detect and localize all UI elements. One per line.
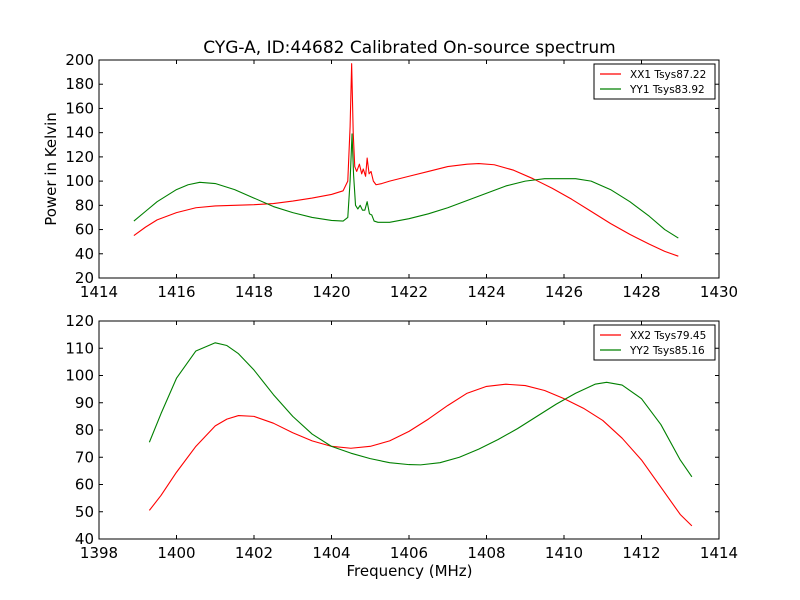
y-tick-label: 90 — [75, 394, 94, 412]
top-plot: 1414 1416 1418 1420 1422 1424 1426 1428 1430 20 40… — [65, 51, 738, 301]
x-tick-label: 1428 — [622, 283, 660, 301]
x-tick-label: 1398 — [80, 544, 118, 562]
x-tick-label: 1414 — [700, 544, 738, 562]
x-tick-label: 1412 — [622, 544, 660, 562]
y-tick-label: 140 — [65, 124, 94, 142]
y-axis-label: Power in Kelvin — [42, 112, 60, 226]
series-line-1 — [133, 63, 679, 257]
y-tick-label: 70 — [75, 448, 94, 466]
x-tick-label: 1426 — [545, 283, 583, 301]
x-tick-label: 1404 — [312, 544, 350, 562]
y-tick-label: 20 — [75, 269, 94, 287]
x-tick-label: 1420 — [312, 283, 350, 301]
y-tick-label: 100 — [65, 367, 94, 385]
x-tick-label: 1408 — [467, 544, 505, 562]
x-tick-label: 1424 — [467, 283, 505, 301]
y-tick-label: 50 — [75, 503, 94, 521]
y-tick-label: 60 — [75, 476, 94, 494]
legend-entry-2: YY1 Tsys83.92 — [629, 84, 705, 96]
y-tick-label: 80 — [75, 421, 94, 439]
y-tick-label: 80 — [75, 196, 94, 214]
series-line-2 — [148, 342, 693, 478]
bottom-plot: 1398 1400 1402 1404 1406 1408 1410 1412 1414 40 50… — [65, 312, 738, 562]
y-tick-label: 200 — [65, 51, 94, 69]
legend-box — [593, 63, 716, 100]
x-tick-label: 1418 — [235, 283, 273, 301]
x-tick-label: 1410 — [545, 544, 583, 562]
legend-box — [593, 324, 716, 361]
y-tick-label: 110 — [65, 339, 94, 357]
x-tick-label: 1414 — [80, 283, 118, 301]
y-tick-label: 120 — [65, 312, 94, 330]
x-tick-label: 1416 — [157, 283, 195, 301]
y-tick-label: 120 — [65, 148, 94, 166]
y-tick-label: 160 — [65, 99, 94, 117]
x-tick-label: 1406 — [390, 544, 428, 562]
legend-entry-2: YY2 Tsys85.16 — [629, 345, 705, 357]
y-tick-label: 100 — [65, 172, 94, 190]
legend-entry-1: XX1 Tsys87.22 — [630, 69, 706, 81]
x-tick-label: 1430 — [700, 283, 738, 301]
series-line-2 — [133, 133, 679, 239]
x-tick-label: 1422 — [390, 283, 428, 301]
legend: XX2 Tsys79.45 YY2 Tsys85.16 — [593, 324, 716, 361]
x-axis-label: Frequency (MHz) — [346, 562, 472, 580]
y-tick-label: 180 — [65, 75, 94, 93]
x-tick-label: 1402 — [235, 544, 273, 562]
y-tick-label: 60 — [75, 221, 94, 239]
y-tick-label: 40 — [75, 245, 94, 263]
chart-title: CYG-A, ID:44682 Calibrated On-source spe… — [203, 38, 615, 58]
legend-entry-1: XX2 Tsys79.45 — [630, 330, 706, 342]
legend: XX1 Tsys87.22 YY1 Tsys83.92 — [593, 63, 716, 100]
x-tick-label: 1400 — [157, 544, 195, 562]
y-tick-label: 40 — [75, 530, 94, 548]
series-line-1 — [148, 383, 693, 527]
